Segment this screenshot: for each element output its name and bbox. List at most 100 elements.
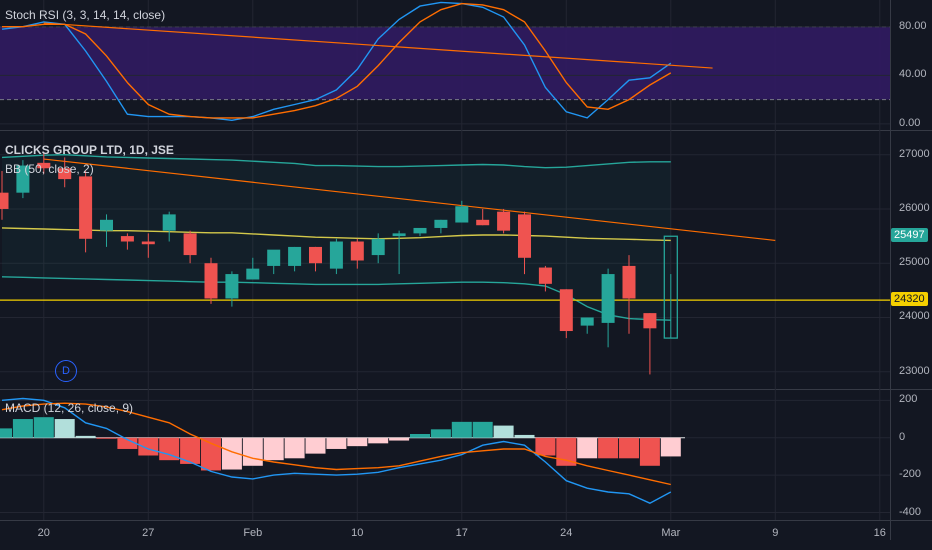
macd-histogram-bar <box>284 437 305 459</box>
macd-histogram-bar <box>347 437 368 447</box>
candle[interactable] <box>413 227 427 237</box>
macd-histogram-bar <box>514 434 535 438</box>
macd-tick-label: 200 <box>899 393 918 406</box>
candle[interactable] <box>663 235 678 339</box>
macd-histogram-bar <box>535 437 556 456</box>
macd-line <box>1 397 672 504</box>
candle[interactable] <box>183 230 197 264</box>
candle[interactable] <box>538 265 552 292</box>
price-tick-label: 27000 <box>899 147 930 160</box>
x-tick-label: 9 <box>772 527 779 539</box>
price-tick-label: 26000 <box>899 201 930 214</box>
macd-histogram-bar <box>430 429 451 438</box>
macd-histogram-bar <box>138 437 159 456</box>
candle[interactable] <box>476 208 490 226</box>
candle[interactable] <box>371 233 385 264</box>
price-tick-label: 25000 <box>899 256 930 269</box>
candle[interactable] <box>288 246 302 272</box>
macd-histogram-bar <box>389 437 410 441</box>
price-panel <box>0 151 890 375</box>
macd-title: MACD (12, 26, close, 9) <box>5 401 134 415</box>
stoch-tick-label: 40.00 <box>899 68 927 81</box>
x-tick-label: 17 <box>455 527 468 539</box>
candle[interactable] <box>141 233 155 258</box>
candle[interactable] <box>162 211 176 242</box>
macd-histogram-bar <box>263 437 284 461</box>
candle[interactable] <box>58 157 72 188</box>
macd-histogram-bar <box>368 437 389 444</box>
candle[interactable] <box>100 214 113 247</box>
stoch-band <box>0 26 890 100</box>
macd-histogram-bar <box>451 421 472 438</box>
candle[interactable] <box>79 170 93 253</box>
macd-histogram-bar <box>242 437 263 466</box>
stoch-trendline[interactable] <box>43 22 713 69</box>
candle[interactable] <box>204 257 218 304</box>
macd-histogram-bar <box>75 435 96 438</box>
candle[interactable] <box>267 249 281 275</box>
candle[interactable] <box>518 211 531 275</box>
macd-histogram-bar <box>472 421 493 438</box>
bb-basis-line <box>1 227 671 242</box>
candle[interactable] <box>0 170 9 220</box>
macd-histogram-bar <box>180 437 201 464</box>
macd-histogram-bar <box>12 419 33 438</box>
macd-histogram-bar <box>221 437 242 470</box>
stoch-d-line <box>2 2 672 119</box>
macd-histogram-bar <box>305 437 326 454</box>
macd-histogram-bar <box>577 437 598 459</box>
x-tick-label: 27 <box>142 527 155 539</box>
macd-histogram-bar <box>598 437 619 459</box>
macd-histogram-bar <box>33 417 54 438</box>
x-tick-label: 10 <box>351 527 364 539</box>
hline-price-badge: 24320 <box>891 292 928 307</box>
dividend-marker[interactable]: D <box>55 360 77 382</box>
candle[interactable] <box>120 233 134 250</box>
signal-line <box>1 402 671 486</box>
macd-tick-label: -200 <box>899 468 922 481</box>
candle[interactable] <box>392 230 406 275</box>
symbol-title: CLICKS GROUP LTD, 1D, JSE <box>5 143 174 157</box>
x-tick-label: 16 <box>873 527 886 539</box>
macd-panel <box>0 397 890 514</box>
macd-tick-label: -400 <box>899 505 922 518</box>
candle[interactable] <box>434 219 448 234</box>
last-price-badge: 25497 <box>891 228 928 243</box>
candle[interactable] <box>16 160 30 199</box>
candle[interactable] <box>329 238 343 275</box>
macd-histogram-bar <box>159 437 180 461</box>
price-tick-label: 23000 <box>899 364 930 377</box>
x-tick-label: 20 <box>37 527 50 539</box>
candle[interactable] <box>225 271 239 307</box>
stoch-tick-label: 80.00 <box>899 19 927 32</box>
candle[interactable] <box>559 289 573 339</box>
candle[interactable] <box>643 313 657 375</box>
candle[interactable] <box>350 238 364 269</box>
macd-histogram-bar <box>117 437 138 449</box>
macd-histogram-bar <box>639 437 660 466</box>
macd-histogram-bar <box>660 437 681 457</box>
price-trendline[interactable] <box>43 158 776 242</box>
candle[interactable] <box>37 151 51 174</box>
stoch-rsi-panel <box>0 1 890 125</box>
candle[interactable] <box>601 268 615 348</box>
stoch-rsi-title: Stoch RSI (3, 3, 14, 14, close) <box>5 8 166 22</box>
macd-histogram-bar <box>410 434 430 438</box>
x-tick-label: Feb <box>243 527 263 539</box>
candle[interactable] <box>622 255 636 334</box>
macd-histogram-bar <box>619 437 639 459</box>
macd-histogram-bar <box>326 437 347 449</box>
macd-histogram-bar <box>96 437 117 439</box>
macd-histogram-bar <box>0 428 12 438</box>
candle[interactable] <box>497 208 511 234</box>
candle[interactable] <box>246 257 260 280</box>
bb-upper-line <box>1 153 671 169</box>
candle[interactable] <box>309 246 322 272</box>
candle[interactable] <box>580 317 594 334</box>
candle[interactable] <box>455 200 469 223</box>
stoch-k-line <box>1 1 672 122</box>
stoch-tick-label: 0.00 <box>899 116 921 129</box>
macd-histogram-bar <box>54 419 75 438</box>
macd-tick-label: 0 <box>899 430 906 443</box>
